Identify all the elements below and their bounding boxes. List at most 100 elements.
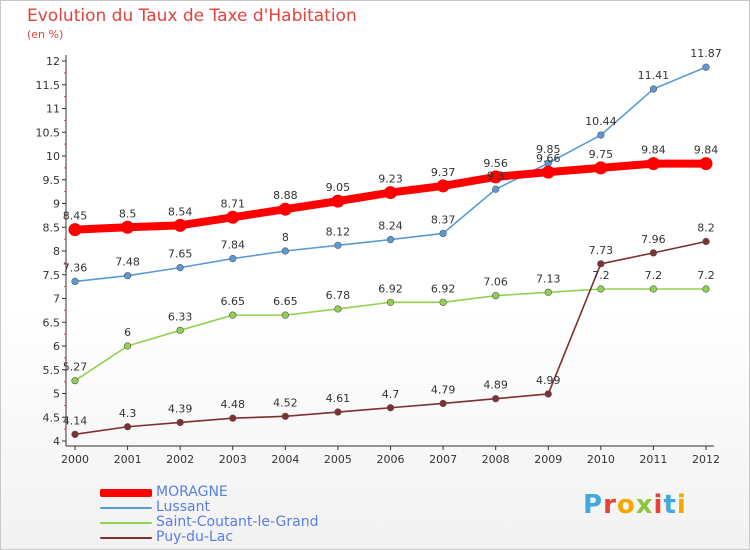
data-label-saint-coutant-le-grand: 7.2 — [697, 269, 715, 282]
logo-letter: x — [635, 490, 654, 520]
data-label-moragne: 8.71 — [221, 197, 246, 210]
data-point-moragne — [278, 202, 292, 216]
data-label-lussant: 7.65 — [168, 248, 193, 261]
data-point-moragne — [594, 161, 608, 175]
y-tick-label: 9 — [53, 198, 60, 211]
y-tick-label: 11.5 — [36, 79, 61, 92]
data-point-saint-coutant-le-grand — [439, 298, 447, 306]
data-label-saint-coutant-le-grand: 6.65 — [221, 295, 246, 308]
data-label-moragne: 8.88 — [273, 189, 298, 202]
data-label-puy-du-lac: 4.79 — [431, 383, 456, 396]
y-tick-label: 8 — [53, 245, 60, 258]
data-label-lussant: 8 — [282, 231, 289, 244]
chart-title: Evolution du Taux de Taxe d'Habitation — [27, 6, 357, 26]
data-point-moragne — [68, 223, 82, 237]
data-point-puy-du-lac — [229, 414, 237, 422]
data-point-lussant — [334, 241, 342, 249]
data-point-moragne — [436, 179, 450, 193]
data-point-lussant — [439, 229, 447, 238]
data-point-lussant — [176, 264, 184, 272]
legend-swatch-puy-du-lac — [100, 536, 152, 539]
x-tick-label: 2009 — [534, 453, 562, 466]
data-point-saint-coutant-le-grand — [71, 377, 79, 385]
data-label-lussant: 11.41 — [638, 69, 670, 82]
chart-legend: MORAGNE Lussant Saint-Coutant-le-Grand P… — [100, 485, 318, 545]
data-point-puy-du-lac — [702, 237, 710, 246]
y-tick-label: 5 — [53, 388, 60, 401]
data-point-puy-du-lac — [281, 412, 289, 420]
logo-letter: i — [676, 490, 687, 520]
data-point-puy-du-lac — [492, 395, 500, 403]
data-point-saint-coutant-le-grand — [334, 305, 342, 313]
data-point-saint-coutant-le-grand — [123, 342, 132, 350]
data-label-lussant: 8.12 — [326, 225, 351, 238]
legend-item-puy-du-lac: Puy-du-Lac — [100, 530, 318, 545]
legend-label-lussant: Lussant — [156, 499, 210, 515]
data-label-moragne: 8.45 — [63, 210, 88, 223]
data-label-saint-coutant-le-grand: 7.2 — [592, 269, 610, 282]
legend-label-moragne: MORAGNE — [156, 484, 228, 500]
data-point-saint-coutant-le-grand — [544, 288, 552, 296]
x-tick-label: 2006 — [377, 453, 405, 466]
data-point-saint-coutant-le-grand — [386, 298, 395, 306]
data-label-lussant: 9.3 — [487, 169, 505, 182]
data-label-moragne: 9.56 — [483, 157, 508, 170]
x-tick-label: 2003 — [219, 453, 247, 466]
data-point-lussant — [123, 272, 132, 280]
data-point-saint-coutant-le-grand — [649, 285, 658, 293]
data-label-lussant: 7.48 — [115, 256, 140, 269]
data-label-puy-du-lac: 7.96 — [641, 233, 666, 246]
data-point-moragne — [173, 218, 187, 232]
legend-label-puy-du-lac: Puy-du-Lac — [156, 529, 234, 545]
data-label-saint-coutant-le-grand: 6.78 — [326, 289, 351, 302]
data-point-moragne — [541, 165, 555, 179]
data-label-puy-du-lac: 4.7 — [382, 388, 400, 401]
data-label-moragne: 9.37 — [431, 166, 456, 179]
data-point-puy-du-lac — [544, 390, 552, 398]
data-label-puy-du-lac: 4.48 — [221, 398, 246, 411]
data-label-puy-du-lac: 4.39 — [168, 402, 193, 415]
y-tick-label: 8.5 — [43, 221, 61, 234]
data-label-puy-du-lac: 4.61 — [326, 392, 351, 405]
data-point-lussant — [281, 247, 289, 255]
logo-letter: o — [616, 490, 636, 520]
data-point-moragne — [489, 170, 503, 184]
data-point-puy-du-lac — [386, 404, 395, 412]
data-label-saint-coutant-le-grand: 6.92 — [378, 282, 403, 295]
data-point-puy-du-lac — [176, 418, 184, 427]
y-tick-label: 9.5 — [43, 174, 61, 187]
data-label-saint-coutant-le-grand: 5.27 — [63, 361, 88, 374]
x-tick-label: 2005 — [324, 453, 352, 466]
data-point-saint-coutant-le-grand — [492, 292, 500, 300]
data-label-lussant: 9.85 — [536, 143, 561, 156]
data-point-puy-du-lac — [334, 408, 342, 416]
data-point-lussant — [386, 236, 395, 244]
data-label-lussant: 8.24 — [378, 220, 403, 233]
data-label-saint-coutant-le-grand: 7.2 — [645, 269, 663, 282]
data-label-lussant: 7.84 — [221, 239, 246, 252]
data-point-moragne — [699, 157, 713, 171]
x-tick-label: 2004 — [271, 453, 299, 466]
data-label-moragne: 8.5 — [119, 207, 137, 220]
data-label-puy-du-lac: 8.2 — [697, 222, 715, 235]
logo-letter: P — [583, 490, 604, 520]
data-label-saint-coutant-le-grand: 6.33 — [168, 310, 193, 323]
legend-swatch-lussant — [100, 506, 152, 509]
data-point-lussant — [492, 185, 500, 193]
data-label-saint-coutant-le-grand: 7.06 — [483, 276, 508, 289]
x-tick-label: 2008 — [482, 453, 510, 466]
y-tick-label: 6.5 — [43, 316, 61, 329]
data-point-saint-coutant-le-grand — [702, 285, 710, 293]
y-tick-label: 6 — [53, 340, 60, 353]
data-label-lussant: 11.87 — [690, 47, 722, 60]
data-point-puy-du-lac — [123, 423, 132, 431]
x-tick-label: 2000 — [61, 453, 89, 466]
y-tick-label: 4.5 — [43, 411, 61, 424]
chart-unit-label: (en %) — [27, 28, 64, 41]
data-point-saint-coutant-le-grand — [597, 285, 605, 293]
logo-letter: t — [663, 490, 677, 520]
data-label-moragne: 8.54 — [168, 205, 193, 218]
legend-swatch-saint-coutant — [100, 521, 152, 524]
data-point-lussant — [597, 131, 605, 139]
data-point-saint-coutant-le-grand — [229, 311, 237, 319]
